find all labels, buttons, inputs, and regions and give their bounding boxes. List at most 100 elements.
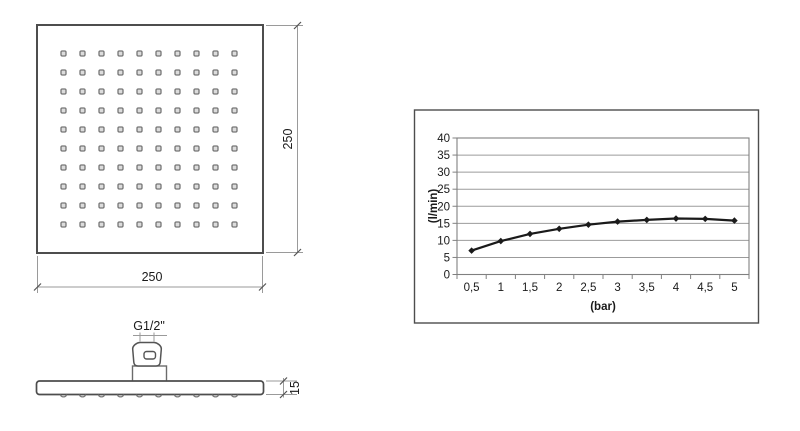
y-tick-label: 25: [437, 184, 450, 196]
dimension-tick: [279, 390, 288, 399]
nozzle-dot: [79, 126, 86, 133]
nozzle-dot: [79, 221, 86, 228]
data-point-marker: [643, 216, 651, 224]
nozzle-dot: [136, 221, 143, 228]
nozzle-dot: [136, 69, 143, 76]
nozzle-dot: [79, 88, 86, 95]
nozzle-dot: [231, 126, 238, 133]
nozzle-dot: [98, 145, 105, 152]
nozzle-dot: [212, 50, 219, 57]
x-tick-label: 2,5: [580, 282, 596, 294]
nozzle-dot: [174, 202, 181, 209]
nozzle-dot: [117, 69, 124, 76]
side-nozzle-bumps: [59, 394, 239, 398]
nozzle-dot: [193, 88, 200, 95]
nozzle-bump: [192, 394, 201, 398]
nozzle-bump: [173, 394, 182, 398]
nozzle-dot: [174, 183, 181, 190]
nozzle-dot: [136, 107, 143, 114]
nozzle-dot: [79, 183, 86, 190]
nozzle-dot: [136, 126, 143, 133]
nozzle-dot: [155, 69, 162, 76]
nozzle-dot: [155, 164, 162, 171]
y-tick-label: 35: [437, 150, 450, 162]
nozzle-dot: [193, 126, 200, 133]
nozzle-dot: [117, 50, 124, 57]
nozzle-dot: [231, 69, 238, 76]
nozzle-dot: [60, 126, 67, 133]
dimension-thickness-label: 15: [288, 381, 302, 395]
flow-rate-chart: 0 5 10 15 20 25 30 35 40 0,5 1 1,5 2 2,5 3 3,5 4 4,5 5 (l/…: [413, 109, 760, 324]
chart-tick-labels: 0 5 10 15 20 25 30 35 40 0,5 1 1,5 2 2,5 3 3,5 4 4,5 5: [437, 133, 737, 294]
nozzle-dot: [136, 145, 143, 152]
data-point-marker: [672, 215, 680, 222]
flow-curve: [470, 217, 736, 252]
x-axis-title: (bar): [590, 301, 616, 313]
nozzle-dot: [136, 164, 143, 171]
nozzle-dot: [212, 126, 219, 133]
nozzle-dot: [231, 88, 238, 95]
nozzle-dot: [79, 107, 86, 114]
nozzle-bump: [116, 394, 125, 398]
nozzle-dot: [174, 221, 181, 228]
dimension-tick: [279, 377, 288, 385]
side-dimensions: G1/2" 15: [133, 319, 302, 399]
dimension-height-label: 250: [281, 129, 295, 150]
dimension-tick: [33, 283, 42, 291]
flow-curve-group: [468, 215, 738, 254]
data-point-marker: [555, 225, 563, 233]
nozzle-bump: [154, 394, 163, 398]
front-dimensions: 250 250: [33, 21, 303, 293]
nozzle-dot: [174, 88, 181, 95]
x-tick-label: 4,5: [697, 282, 713, 294]
nozzle-dot: [79, 202, 86, 209]
x-tick-label: 4: [673, 282, 680, 294]
nozzle-dot: [60, 145, 67, 152]
nozzle-dot: [212, 221, 219, 228]
nozzle-dot: [231, 164, 238, 171]
nozzle-dot: [98, 69, 105, 76]
nozzle-dot: [117, 88, 124, 95]
nozzle-dot: [79, 50, 86, 57]
nozzle-dot: [212, 183, 219, 190]
nozzle-dot: [155, 126, 162, 133]
nozzle-dot: [193, 183, 200, 190]
nozzle-dot: [117, 107, 124, 114]
nozzle-dot: [117, 164, 124, 171]
nozzle-dot: [98, 126, 105, 133]
nozzle-dot: [136, 50, 143, 57]
nozzle-dot: [98, 107, 105, 114]
dimension-tick: [258, 283, 267, 291]
nozzle-dot: [60, 50, 67, 57]
dimension-tick: [293, 21, 302, 30]
nozzle-dot: [60, 183, 67, 190]
nozzle-dot: [98, 164, 105, 171]
nozzle-dot: [60, 164, 67, 171]
nozzle-dot: [155, 183, 162, 190]
data-point-marker: [526, 230, 534, 238]
side-view-plate: [35, 380, 265, 396]
y-tick-label: 15: [437, 218, 450, 230]
chart-panel: [413, 109, 760, 324]
nozzle-dot: [155, 107, 162, 114]
nozzle-bump: [59, 394, 68, 398]
nozzle-bump: [135, 394, 144, 398]
nozzle-dot: [155, 202, 162, 209]
nozzle-dot: [60, 88, 67, 95]
nozzle-dot: [212, 88, 219, 95]
nozzle-dot: [136, 183, 143, 190]
dimension-width-label: 250: [142, 270, 163, 284]
nozzle-dot: [98, 183, 105, 190]
chart-axis-ticks: [452, 137, 750, 279]
nozzle-dot: [231, 50, 238, 57]
thread-size-label: G1/2": [133, 319, 165, 333]
nozzle-dot: [231, 221, 238, 228]
x-tick-label: 0,5: [464, 282, 480, 294]
nozzle-dot: [79, 164, 86, 171]
nozzle-dot: [174, 126, 181, 133]
nozzle-dot: [117, 202, 124, 209]
nozzle-dot: [155, 145, 162, 152]
nozzle-dot: [79, 69, 86, 76]
x-tick-label: 1: [498, 282, 504, 294]
fitting-slot: [143, 350, 157, 360]
